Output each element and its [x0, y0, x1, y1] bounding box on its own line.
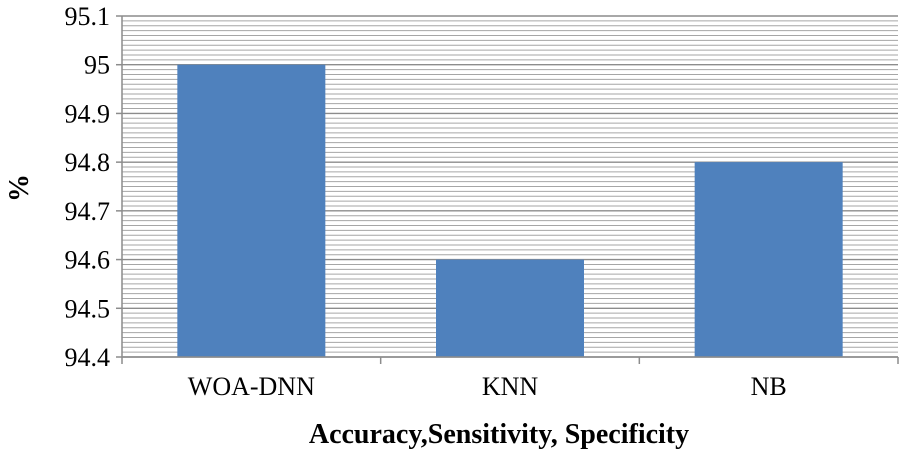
y-tick-label: 94.4	[65, 343, 111, 372]
y-tick-label: 95	[84, 51, 110, 80]
x-category-label: KNN	[482, 372, 539, 401]
bar-nb	[694, 162, 843, 357]
y-tick-label: 94.7	[65, 197, 111, 226]
x-category-label: NB	[751, 372, 787, 401]
bar-woa-dnn	[177, 64, 326, 357]
axes	[116, 15, 899, 364]
y-tick-label: 95.1	[65, 2, 111, 31]
x-category-label: WOA-DNN	[188, 372, 315, 401]
x-category-labels: WOA-DNN KNN NB	[188, 372, 787, 401]
y-tick-labels: 94.4 94.5 94.6 94.7 94.8 94.9 95 95.1	[65, 2, 111, 372]
y-tick-label: 94.8	[65, 148, 111, 177]
y-axis-title: %	[4, 174, 35, 202]
y-tick-label: 94.5	[65, 294, 111, 323]
bar-knn	[436, 259, 584, 357]
x-axis-title: Accuracy,Sensitivity, Specificity	[309, 419, 689, 450]
y-tick-label: 94.9	[65, 99, 111, 128]
y-tick-label: 94.6	[65, 246, 111, 275]
bars	[177, 64, 843, 357]
